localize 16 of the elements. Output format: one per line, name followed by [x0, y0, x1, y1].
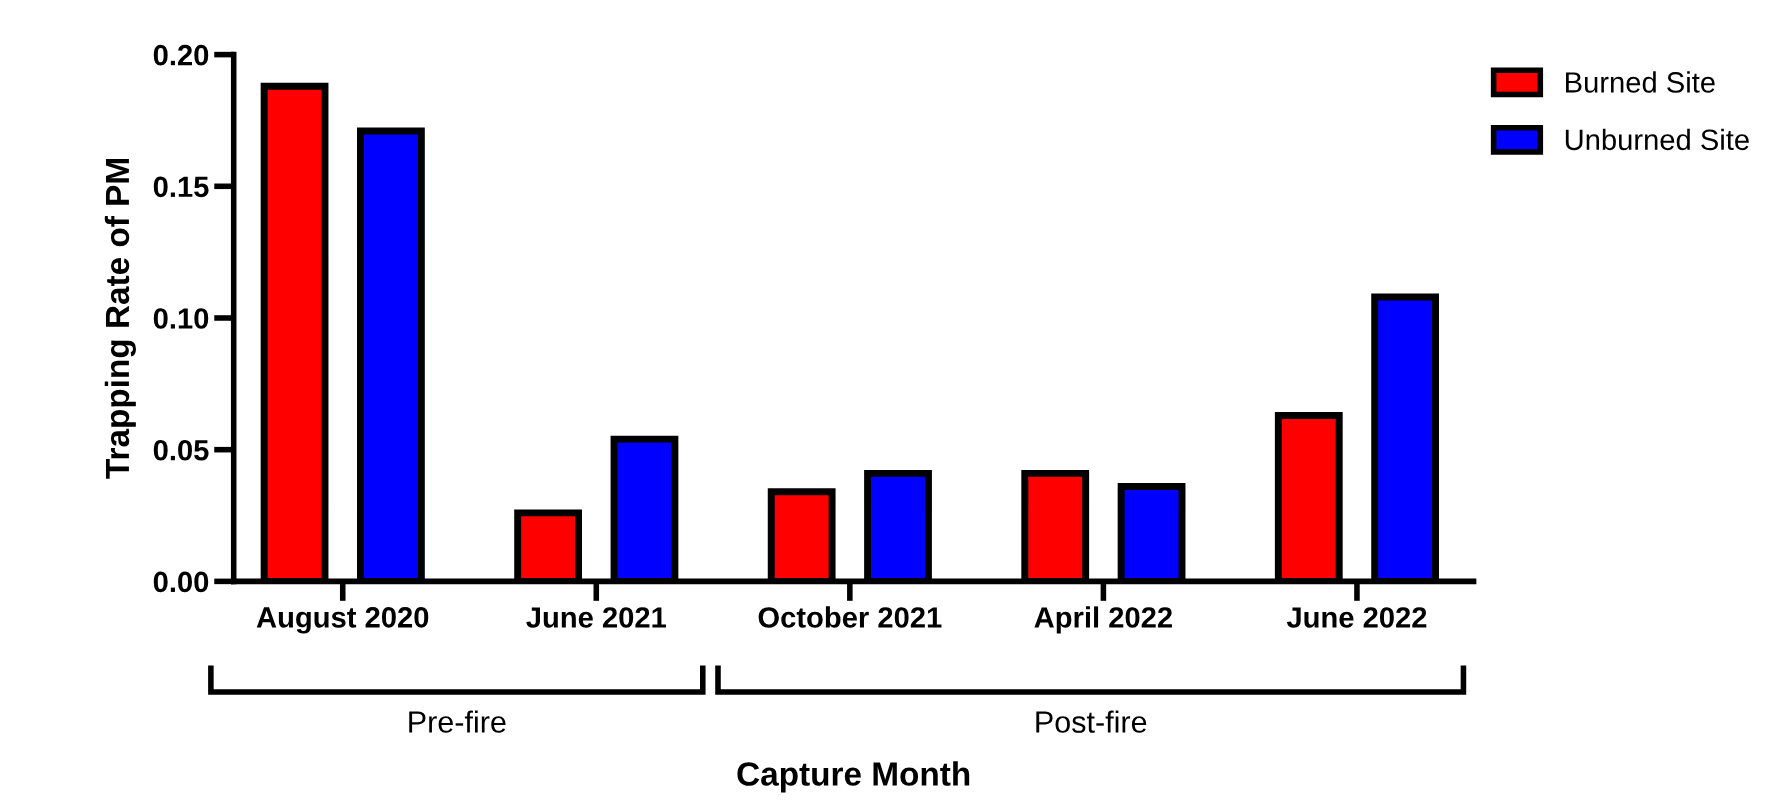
y-tick-label: 0.00 — [153, 571, 209, 593]
x-tick-label: June 2021 — [526, 607, 667, 628]
x-tick-label: August 2020 — [256, 607, 429, 634]
text: Post-fire — [1036, 710, 1147, 733]
legend-label: Unburned Site — [1565, 128, 1749, 151]
y-tick-label: 0.20 — [153, 44, 209, 66]
y-axis-title: Trapping Rate of PM — [104, 159, 136, 479]
x-tick-label: April 2022 — [1034, 606, 1172, 634]
y-tick-label: 0.15 — [153, 176, 209, 198]
x-tick-label: October 2021 — [758, 606, 942, 628]
text: Pre-fire — [409, 710, 506, 733]
x-axis-title: Capture Month — [737, 761, 970, 793]
x-tick-label: June 2022 — [1286, 607, 1427, 628]
y-tick-label: 0.05 — [153, 439, 209, 461]
legend-label: Burned Site — [1566, 71, 1715, 93]
y-tick-label: 0.10 — [153, 308, 209, 329]
